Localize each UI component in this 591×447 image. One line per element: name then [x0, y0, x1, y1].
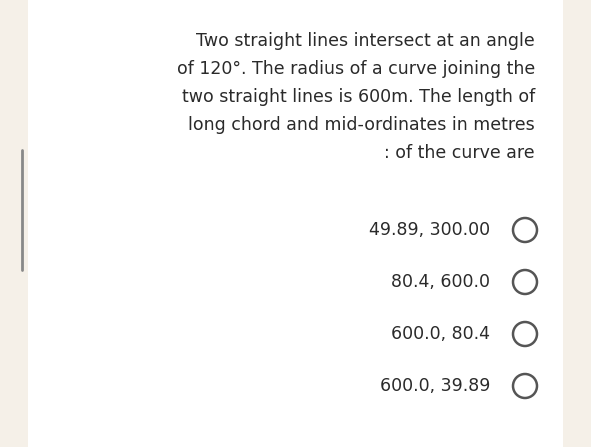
Text: 49.89, 300.00: 49.89, 300.00 — [369, 221, 490, 239]
Text: Two straight lines intersect at an angle: Two straight lines intersect at an angle — [196, 32, 535, 50]
Text: : of the curve are: : of the curve are — [384, 144, 535, 162]
Text: 600.0, 80.4: 600.0, 80.4 — [391, 325, 490, 343]
Text: of 120°. The radius of a curve joining the: of 120°. The radius of a curve joining t… — [177, 60, 535, 78]
Text: 80.4, 600.0: 80.4, 600.0 — [391, 273, 490, 291]
Text: long chord and mid-ordinates in metres: long chord and mid-ordinates in metres — [189, 116, 535, 134]
Text: 600.0, 39.89: 600.0, 39.89 — [379, 377, 490, 395]
Text: two straight lines is 600m. The length of: two straight lines is 600m. The length o… — [182, 88, 535, 106]
